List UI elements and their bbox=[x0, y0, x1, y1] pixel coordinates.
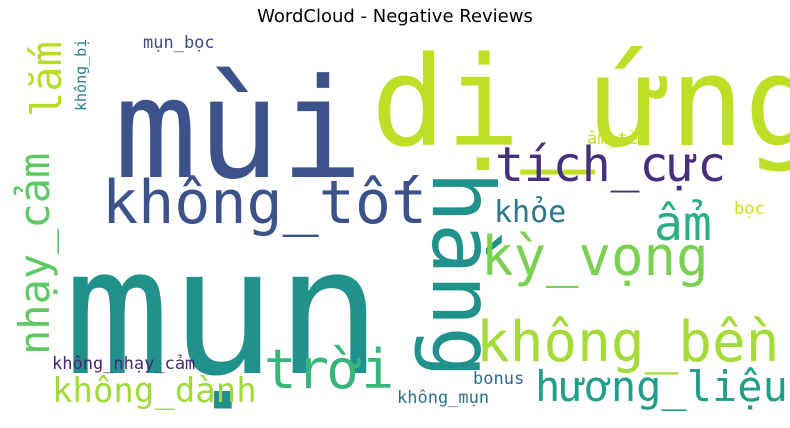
word-bonus: bonus bbox=[473, 369, 525, 389]
word-mụn: mụn bbox=[64, 210, 382, 415]
word-không-dành: không_dành bbox=[52, 371, 257, 411]
word-ẩm-tè: ẩm_tè bbox=[587, 129, 639, 149]
word-kỳ-vọng: kỳ_vọng bbox=[481, 225, 709, 288]
word-mụn-bọc: mụn_bọc bbox=[143, 33, 215, 53]
word-mùi: mùi bbox=[114, 49, 364, 210]
word-tích-cực: tích_cực bbox=[495, 137, 727, 193]
word-không-mụn: không_mụn bbox=[397, 388, 490, 408]
word-ẩm: ẩm bbox=[654, 196, 712, 252]
word-khỏe: khỏe bbox=[494, 195, 567, 230]
word-trời: trời bbox=[264, 338, 395, 401]
word-không-bị: không_bị bbox=[72, 39, 90, 112]
word-không-bền: không_bền bbox=[476, 310, 780, 375]
word-nhạy-cảm: nhạy_cảm bbox=[10, 153, 59, 356]
word-không-nhạy-cảm: không_nhạy_cảm bbox=[52, 354, 196, 374]
word-không-tốt: không_tốt bbox=[102, 168, 428, 238]
word-bọc: bọc bbox=[734, 199, 765, 219]
word-hương-liệu: hương_liệu bbox=[535, 362, 788, 411]
chart-title: WordCloud - Negative Reviews bbox=[257, 6, 533, 27]
word-dị-ứng: dị_ứng bbox=[371, 31, 790, 175]
word-lắm: lắm bbox=[22, 41, 71, 117]
wordcloud-canvas: mụn mùi dị_ứng hàng không_tốt tích_cực kỳ_vọng… bbox=[10, 33, 790, 425]
